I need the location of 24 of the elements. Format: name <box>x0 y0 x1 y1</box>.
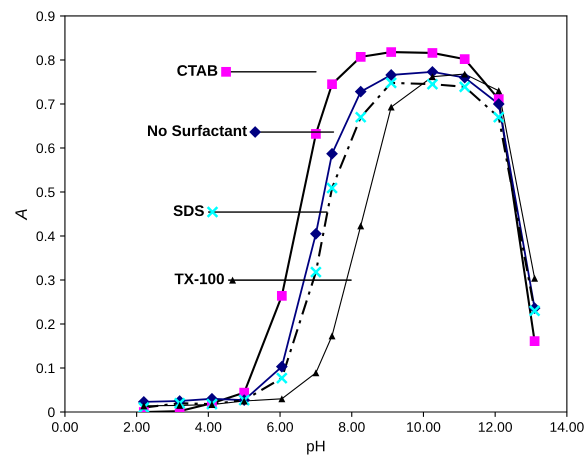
y-tick-label: 0.5 <box>36 187 55 198</box>
x-tick-label: 8.00 <box>338 422 365 432</box>
x-tick-label: 2.00 <box>124 422 150 432</box>
y-tick-label: 0.6 <box>36 143 55 154</box>
x-tick-label: 6.00 <box>267 422 294 432</box>
legend-label: No Surfactant <box>148 124 247 136</box>
y-tick-label: 0.2 <box>36 319 55 330</box>
legend-label: CTAB <box>177 65 218 76</box>
x-tick-label: 10.00 <box>407 422 440 432</box>
y-tick-label: 0.1 <box>36 363 55 374</box>
y-axis-title: A <box>15 209 27 220</box>
y-tick-label: 0.3 <box>36 275 55 286</box>
y-tick-label: 0.7 <box>36 99 55 110</box>
y-tick-label: 0.8 <box>36 55 55 66</box>
x-tick-label: 14.00 <box>550 422 584 432</box>
x-axis-title: pH <box>307 440 324 454</box>
x-tick-label: 0.00 <box>52 422 78 432</box>
x-tick-label: 4.00 <box>195 422 222 432</box>
y-tick-label: 0 <box>48 407 55 418</box>
y-tick-label: 0.9 <box>36 11 55 22</box>
legend-label: TX-100 <box>174 273 224 284</box>
y-tick-label: 0.4 <box>36 231 55 242</box>
x-tick-label: 12.00 <box>478 422 512 432</box>
legend-label: SDS <box>173 205 204 216</box>
